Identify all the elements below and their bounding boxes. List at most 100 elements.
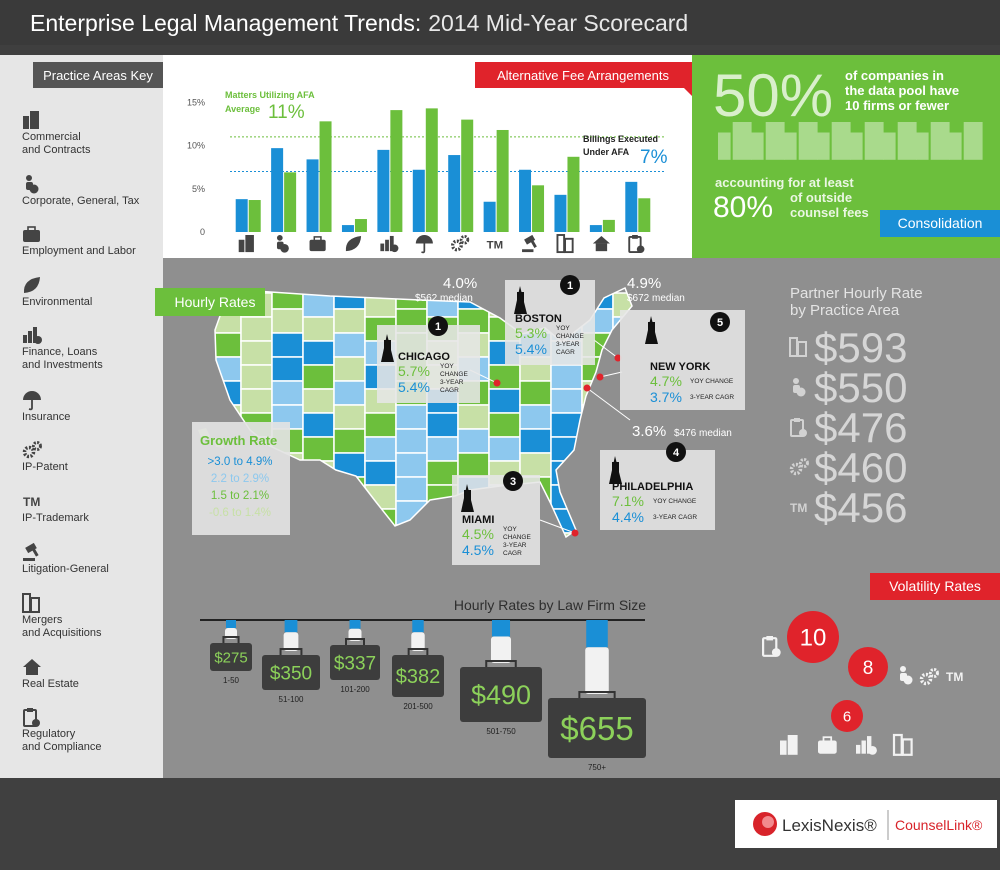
- bar: [602, 219, 615, 232]
- growth-legend-range: >3.0 to 4.9%: [208, 456, 273, 468]
- icon-part: [23, 659, 41, 667]
- consolidation-big: 80%: [713, 191, 773, 224]
- icon-part: [916, 132, 929, 160]
- icon-leaf: [23, 277, 40, 293]
- hand-cuff: [226, 620, 236, 629]
- bar: [567, 156, 580, 232]
- map-state: [550, 388, 583, 414]
- cagr-value: 4.4%: [612, 509, 644, 525]
- cagr-value: 4.5%: [462, 542, 494, 558]
- icon-part: [831, 122, 851, 160]
- icon-part: [595, 243, 608, 252]
- reference-label: 7%: [640, 147, 668, 168]
- cagr-value: 5.4%: [398, 379, 430, 395]
- bar: [341, 225, 354, 232]
- volatility-tab: [870, 573, 1000, 600]
- icon-mergers: [789, 337, 807, 357]
- briefcase-body: [548, 698, 646, 758]
- bar: [589, 225, 602, 232]
- logo-box: [735, 800, 997, 848]
- city-star: [583, 384, 591, 392]
- callout-box: [377, 325, 480, 403]
- median-value: $672 median: [627, 293, 685, 304]
- bar: [448, 155, 461, 232]
- title-bold: Enterprise Legal Management Trends:: [30, 10, 421, 36]
- icon-part: [31, 547, 39, 557]
- growth-legend-range: 1.5 to 2.1%: [211, 490, 269, 502]
- volatility-value: 6: [843, 708, 851, 725]
- icon-part: [23, 391, 41, 400]
- growth-legend-range: -0.6 to 1.4%: [209, 507, 271, 519]
- icon-corp: [793, 378, 806, 397]
- hand-cuff: [586, 620, 608, 648]
- icon-part: [34, 336, 42, 344]
- map-state: [426, 436, 459, 462]
- icon-part: [636, 245, 645, 254]
- callout-box: [600, 450, 715, 530]
- firm-briefcase: $350 51-100: [262, 620, 320, 704]
- icon-part: [787, 735, 798, 755]
- icon-part: [897, 122, 917, 160]
- bar: [425, 108, 438, 232]
- icon-part: [27, 708, 33, 712]
- bar: [248, 200, 261, 232]
- consolidation-big: 50%: [713, 62, 833, 129]
- icon-part: [29, 184, 39, 194]
- icon-part: [564, 237, 574, 254]
- city-star: [493, 379, 501, 387]
- icon-part: [26, 667, 38, 675]
- reference-text: Billings Executed: [583, 134, 658, 144]
- practice-area-label: Finance, Loans: [22, 346, 98, 358]
- bar: [319, 121, 332, 232]
- leader-line: [599, 371, 623, 378]
- bar: [284, 172, 297, 232]
- practice-area-label: Regulatory: [22, 728, 76, 740]
- reference-text: Matters Utilizing AFA: [225, 90, 315, 100]
- firm-briefcase: $275 1-50: [210, 620, 252, 685]
- leader-line: [593, 339, 619, 359]
- icon-part: [789, 462, 803, 476]
- icon-mergers: [556, 234, 574, 254]
- icon-part: [901, 738, 913, 756]
- icon-building: [23, 111, 39, 129]
- title: Enterprise Legal Management Trends: 2014 …: [30, 10, 688, 36]
- icon-part: [856, 744, 861, 754]
- median-value: $476 median: [674, 428, 732, 439]
- yoy-value: 4.5%: [462, 526, 494, 542]
- map-state: [302, 316, 335, 342]
- partner-title: by Practice Area: [790, 302, 900, 319]
- icon-building: [784, 122, 818, 160]
- hand-cuff: [412, 620, 424, 633]
- icon-part: [389, 235, 394, 252]
- icon-part: [390, 244, 399, 253]
- map-state: [364, 436, 397, 462]
- icon-part: [784, 132, 797, 160]
- firm-size-label: 750+: [588, 763, 606, 772]
- icon-gavel: [23, 542, 39, 561]
- consolidation-tab: [880, 210, 1000, 237]
- map-state: [271, 308, 304, 334]
- icon-part: [23, 277, 40, 293]
- consolidation-text: of companies in: [845, 68, 944, 83]
- icon-part: [861, 740, 866, 754]
- yoy-label: YOY CHANGE: [653, 498, 697, 505]
- bar: [519, 169, 532, 232]
- rank-number: 1: [435, 321, 441, 333]
- icon-part: [632, 235, 638, 239]
- icon-part: [25, 542, 37, 554]
- map-state: [302, 436, 335, 462]
- icon-part: [32, 441, 42, 451]
- icon-umbrella: [23, 391, 41, 411]
- firm-size-title: Hourly Rates by Law Firm Size: [454, 597, 646, 613]
- icon-building: [751, 122, 785, 160]
- map-state: [302, 292, 335, 318]
- icon-part: [421, 243, 426, 254]
- icon-mergers: [22, 593, 40, 613]
- map-state: [519, 380, 552, 406]
- icon-part: [245, 235, 254, 253]
- map-state: [240, 364, 273, 390]
- firm-briefcase: $382 201-500: [392, 620, 444, 711]
- icon-part: [23, 558, 35, 561]
- consolidation-tab-label: Consolidation: [898, 215, 983, 231]
